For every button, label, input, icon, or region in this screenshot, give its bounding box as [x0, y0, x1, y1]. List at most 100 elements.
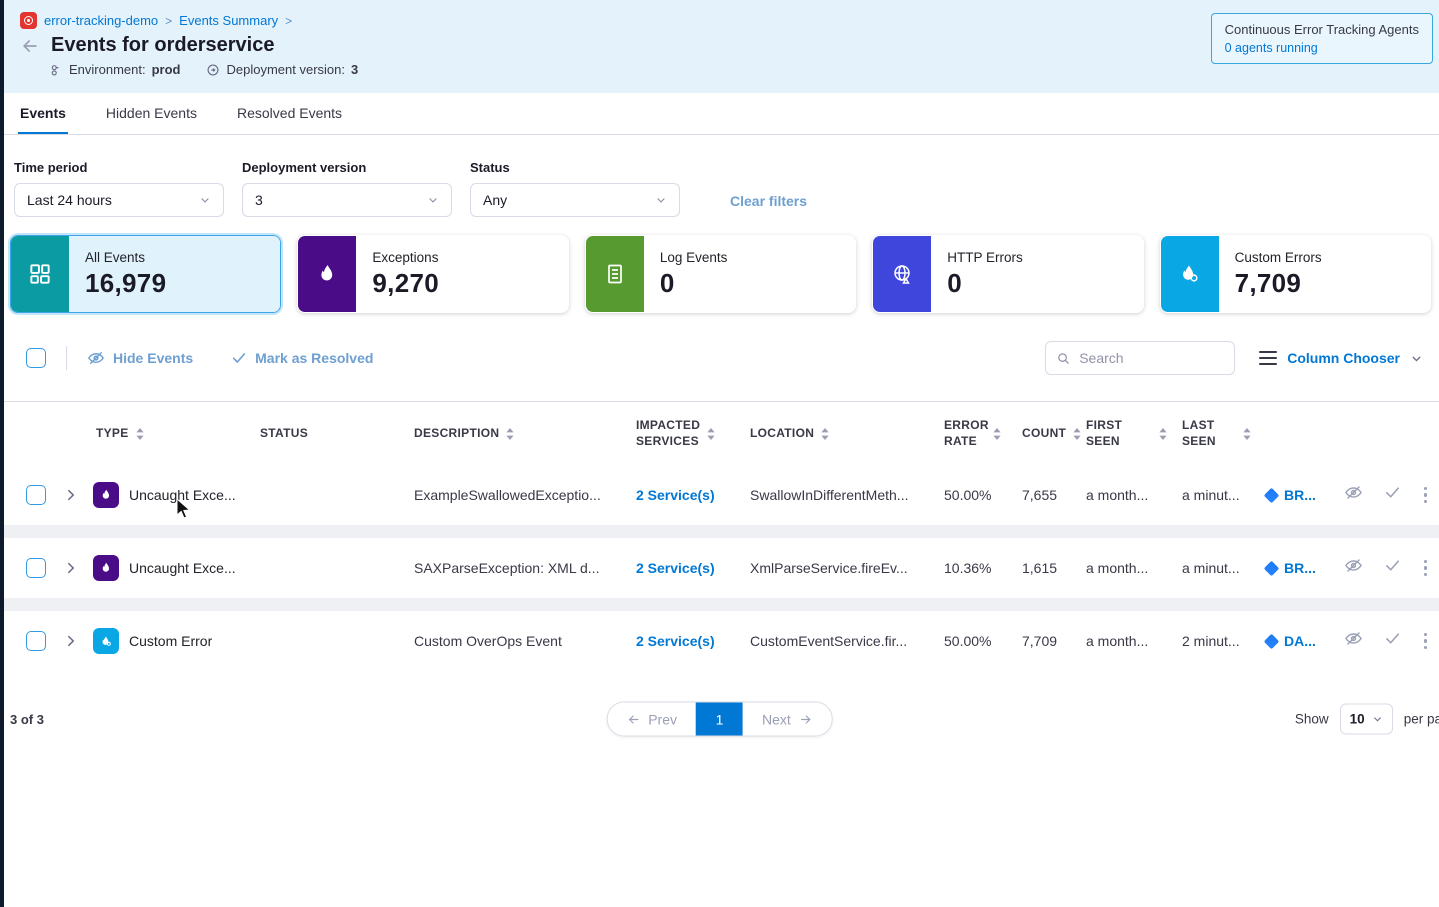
resolve-event-icon[interactable] — [1384, 630, 1401, 652]
column-header-description[interactable]: DESCRIPTION — [400, 426, 622, 442]
card-all-events[interactable]: All Events 16,979 — [10, 235, 282, 313]
exception-flame-icon — [93, 555, 119, 582]
search-box — [1045, 341, 1236, 375]
search-input[interactable] — [1079, 350, 1225, 366]
grid-icon — [11, 236, 69, 312]
page-number-button[interactable]: 1 — [696, 702, 743, 736]
time-period-select[interactable]: Last 24 hours — [14, 183, 224, 217]
event-type: Custom Error — [129, 633, 213, 650]
column-header-first-seen[interactable]: FIRST SEEN — [1072, 418, 1168, 449]
sort-icon[interactable] — [706, 427, 716, 441]
sort-icon[interactable] — [1158, 427, 1168, 441]
prev-label: Prev — [648, 711, 677, 728]
impacted-services-link[interactable]: 2 Service(s) — [636, 487, 715, 504]
status-select[interactable]: Any — [470, 183, 680, 217]
table-body: Uncaught Exce... ExampleSwallowedExcepti… — [0, 465, 1439, 672]
back-arrow-icon[interactable] — [20, 36, 40, 56]
tabs-bar: Events Hidden Events Resolved Events — [0, 93, 1439, 135]
chevron-right-icon[interactable] — [56, 488, 88, 502]
time-period-value: Last 24 hours — [27, 192, 112, 208]
mark-resolved-button[interactable]: Mark as Resolved — [231, 350, 373, 366]
hide-event-icon[interactable] — [1344, 483, 1363, 507]
row-menu-icon[interactable] — [1422, 631, 1429, 651]
clear-filters-button[interactable]: Clear filters — [730, 193, 808, 209]
column-header-type[interactable]: TYPE — [88, 426, 246, 442]
tab-events[interactable]: Events — [18, 93, 68, 134]
select-all-checkbox[interactable] — [26, 348, 46, 368]
card-http-errors[interactable]: HTTP Errors 0 — [872, 235, 1144, 313]
hide-event-icon[interactable] — [1344, 629, 1363, 653]
tab-hidden-events[interactable]: Hidden Events — [105, 104, 197, 121]
custom-error-flame-gear-icon — [93, 628, 119, 655]
card-label: Log Events — [659, 249, 728, 265]
card-value: 7,709 — [1234, 267, 1302, 298]
chevron-right-icon[interactable] — [56, 634, 88, 648]
breadcrumb-separator: > — [285, 13, 293, 28]
chevron-right-icon[interactable] — [56, 561, 88, 575]
sort-icon[interactable] — [992, 427, 1002, 441]
impacted-services-link[interactable]: 2 Service(s) — [636, 633, 715, 650]
page-size-control: Show 10 per page — [1295, 703, 1439, 735]
environment-label: Environment: — [69, 62, 146, 77]
column-chooser-label: Column Chooser — [1287, 350, 1400, 366]
events-table: TYPE STATUS DESCRIPTION IMPACTED SERVICE… — [0, 401, 1439, 672]
tab-resolved-events[interactable]: Resolved Events — [236, 104, 343, 121]
impacted-services-link[interactable]: 2 Service(s) — [636, 560, 715, 577]
error-rate: 50.00% — [944, 633, 992, 650]
hide-events-button[interactable]: Hide Events — [87, 349, 193, 367]
chevron-down-icon — [427, 194, 439, 206]
environment-meta: Environment: prod — [49, 62, 180, 77]
first-seen: a month... — [1086, 633, 1149, 650]
sort-icon[interactable] — [1242, 427, 1252, 441]
sort-icon[interactable] — [1072, 427, 1082, 441]
row-checkbox[interactable] — [26, 631, 46, 652]
page-title: Events for orderservice — [51, 34, 275, 56]
breadcrumb-events-summary[interactable]: Events Summary — [179, 13, 279, 28]
column-header-count[interactable]: COUNT — [1008, 426, 1081, 442]
column-header-impacted-services[interactable]: IMPACTED SERVICES — [622, 418, 736, 449]
flame-icon — [298, 236, 357, 312]
jira-ticket-link[interactable]: BR... — [1252, 487, 1330, 503]
hide-events-label: Hide Events — [113, 350, 194, 366]
column-header-status: STATUS — [260, 425, 309, 440]
jira-icon — [1263, 560, 1280, 576]
card-value: 9,270 — [372, 267, 439, 298]
next-page-button[interactable]: Next — [743, 702, 832, 736]
column-header-last-seen[interactable]: LAST SEEN — [1168, 418, 1252, 449]
prev-page-button[interactable]: Prev — [607, 702, 696, 736]
column-chooser-button[interactable]: Column Chooser — [1259, 350, 1423, 366]
deployment-label: Deployment version: — [226, 62, 345, 77]
breadcrumb: error-tracking-demo > Events Summary > — [20, 12, 1423, 29]
row-menu-icon[interactable] — [1422, 485, 1429, 505]
row-checkbox[interactable] — [26, 485, 46, 506]
row-menu-icon[interactable] — [1422, 558, 1429, 578]
card-custom-errors[interactable]: Custom Errors 7,709 — [1159, 235, 1432, 313]
ticket-id: BR... — [1284, 560, 1316, 577]
jira-ticket-link[interactable]: BR... — [1252, 560, 1330, 576]
collapsed-nav-edge — [0, 0, 4, 907]
resolve-event-icon[interactable] — [1384, 484, 1401, 506]
sort-icon[interactable] — [505, 427, 515, 441]
agents-box: Continuous Error Tracking Agents 0 agent… — [1210, 13, 1433, 64]
resolve-event-icon[interactable] — [1384, 557, 1401, 579]
card-log-events[interactable]: Log Events 0 — [584, 235, 857, 313]
environment-value: prod — [151, 62, 181, 77]
sort-icon[interactable] — [820, 427, 830, 441]
column-header-location[interactable]: LOCATION — [736, 426, 930, 442]
next-label: Next — [762, 711, 791, 728]
breadcrumb-project[interactable]: error-tracking-demo — [44, 13, 159, 28]
row-checkbox[interactable] — [26, 558, 46, 579]
jira-ticket-link[interactable]: DA... — [1252, 633, 1330, 649]
chevron-down-icon — [1372, 714, 1383, 725]
deployment-version-select[interactable]: 3 — [242, 183, 452, 217]
agents-running-link[interactable]: 0 agents running — [1224, 41, 1318, 55]
jira-icon — [1263, 633, 1280, 649]
card-exceptions[interactable]: Exceptions 9,270 — [297, 235, 569, 313]
page-size-select[interactable]: 10 — [1339, 703, 1393, 735]
sort-icon[interactable] — [135, 427, 145, 441]
column-header-error-rate[interactable]: ERROR RATE — [930, 418, 1008, 449]
globe-icon — [873, 236, 932, 312]
hide-event-icon[interactable] — [1344, 556, 1363, 580]
event-count: 7,655 — [1022, 487, 1058, 504]
table-row: Uncaught Exce... SAXParseException: XML … — [0, 538, 1439, 599]
